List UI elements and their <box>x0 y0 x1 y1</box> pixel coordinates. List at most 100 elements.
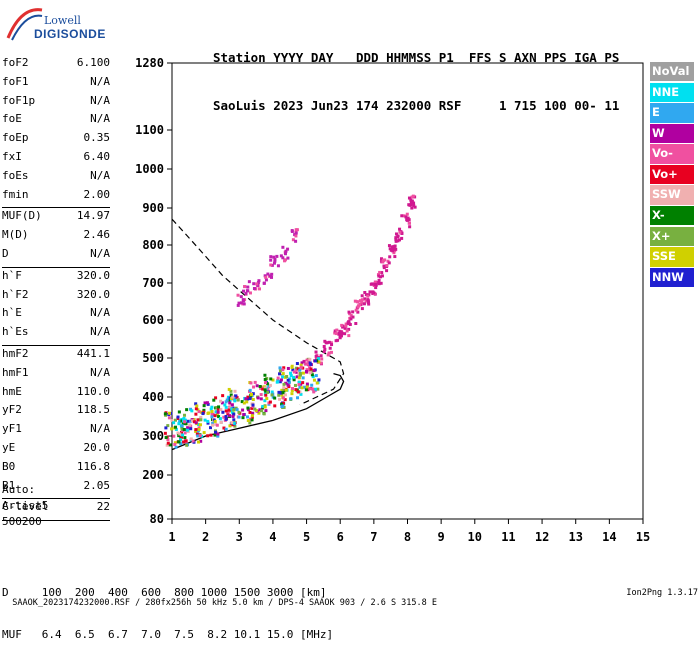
echo-point <box>186 426 190 430</box>
echo-point <box>282 386 286 390</box>
x-tick-label: 9 <box>438 530 445 544</box>
echo-point <box>330 343 334 347</box>
echo-point <box>177 422 181 426</box>
echo-point <box>313 359 317 363</box>
echo-point <box>185 408 189 412</box>
echo-point <box>246 406 250 410</box>
echo-point <box>376 273 380 277</box>
echo-point <box>290 229 294 233</box>
echo-point <box>269 255 273 259</box>
echo-point <box>224 400 228 404</box>
echo-point <box>276 379 280 383</box>
echo-point <box>371 290 375 294</box>
echo-point <box>244 292 248 296</box>
echo-point <box>309 369 313 373</box>
param-row: B0 116.8 <box>2 460 110 479</box>
echo-point <box>294 239 298 243</box>
echo-point <box>275 380 279 384</box>
echo-point <box>297 380 301 384</box>
echo-point <box>174 445 178 449</box>
echo-point <box>173 442 177 446</box>
echo-point <box>202 410 206 414</box>
echo-point <box>269 274 273 278</box>
echo-point <box>293 383 297 387</box>
echo-point <box>221 410 225 414</box>
param-row: h`Es N/A <box>2 325 110 344</box>
echo-point <box>319 362 323 366</box>
echo-point <box>393 255 397 259</box>
echo-point <box>264 409 268 413</box>
echo-point <box>231 414 235 418</box>
echo-point <box>262 411 266 415</box>
echo-point <box>229 403 233 407</box>
echo-point <box>327 351 331 355</box>
echo-point <box>184 440 188 444</box>
echo-point <box>393 249 397 253</box>
echo-point <box>408 203 412 207</box>
echo-point <box>189 419 193 423</box>
echo-point <box>297 390 301 394</box>
echo-point <box>180 427 184 431</box>
echo-point <box>251 411 255 415</box>
echo-point <box>231 423 235 427</box>
y-tick-label: 800 <box>142 238 164 252</box>
echo-point <box>249 393 253 397</box>
echo-point <box>320 357 324 361</box>
echo-point <box>209 426 213 430</box>
echo-point <box>339 330 343 334</box>
echo-point <box>276 264 280 268</box>
echo-point <box>308 387 312 391</box>
echo-point <box>305 385 309 389</box>
echo-point <box>228 396 232 400</box>
echo-point <box>180 419 184 423</box>
echo-point <box>301 376 305 380</box>
echo-point <box>165 443 169 447</box>
param-label: yF2 <box>2 403 22 417</box>
echo-point <box>379 259 383 263</box>
echo-point <box>347 320 351 324</box>
echo-point <box>356 310 360 314</box>
echo-point <box>211 421 215 425</box>
echo-point <box>281 401 285 405</box>
echo-point <box>297 376 301 380</box>
echo-point <box>199 418 203 422</box>
echo-point <box>308 371 312 375</box>
echo-point <box>166 424 170 428</box>
echo-point <box>377 281 381 285</box>
echo-point <box>338 336 342 340</box>
echo-point <box>313 359 317 363</box>
echo-point <box>340 323 344 327</box>
echo-point <box>366 294 370 298</box>
echo-point <box>277 393 281 397</box>
echo-point <box>317 360 321 364</box>
echo-point <box>269 258 273 262</box>
y-tick-label: 600 <box>142 313 164 327</box>
echo-point <box>206 434 210 438</box>
echo-point <box>194 402 198 406</box>
echo-point <box>250 406 254 410</box>
echo-point <box>309 371 313 375</box>
echo-point <box>182 416 186 420</box>
echo-point <box>230 410 234 414</box>
echo-point <box>295 362 299 366</box>
echo-point <box>165 435 169 439</box>
echo-point <box>347 310 351 314</box>
echo-point <box>214 430 218 434</box>
echo-point <box>205 401 209 405</box>
echo-point <box>314 357 318 361</box>
echo-point <box>264 390 268 394</box>
echo-point <box>380 274 384 278</box>
echo-point <box>167 413 171 417</box>
param-label: foF1 <box>2 74 29 88</box>
echo-point <box>266 382 270 386</box>
echo-point <box>276 376 280 380</box>
echo-point <box>407 221 411 225</box>
param-row: foEs N/A <box>2 169 110 188</box>
echo-point <box>282 389 286 393</box>
echo-point <box>270 390 274 394</box>
echo-point <box>264 278 268 282</box>
echo-point <box>168 443 172 447</box>
echo-point <box>212 418 216 422</box>
echo-point <box>183 431 187 435</box>
echo-point <box>304 388 308 392</box>
